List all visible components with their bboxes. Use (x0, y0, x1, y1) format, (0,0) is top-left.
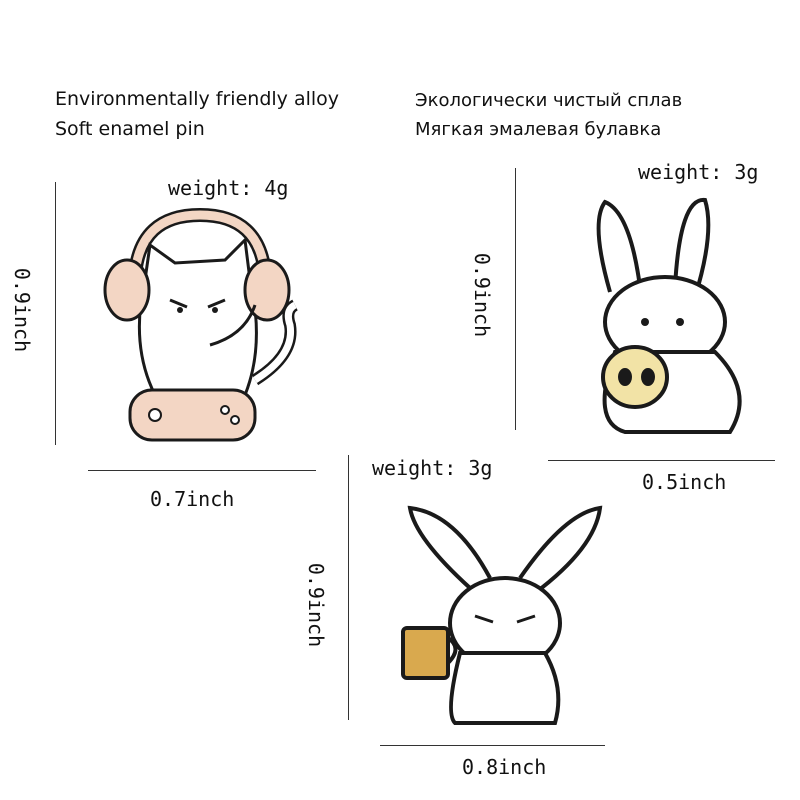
skull-bunny-weight-label: weight: 3g (638, 160, 759, 184)
cat-width-label: 0.7inch (150, 487, 235, 511)
mug-bunny-width-line (380, 745, 605, 746)
material-text-en: Environmentally friendly alloy (55, 88, 340, 110)
cat-height-line (55, 182, 56, 445)
mug-bunny-pin-image (401, 505, 603, 725)
skull-bunny-pin-image (596, 197, 742, 434)
cat-width-line (88, 470, 316, 471)
mug-bunny-weight-label: weight: 3g (372, 456, 493, 480)
skull-bunny-width-label: 0.5inch (642, 470, 727, 494)
type-text-ru: Мягкая эмалевая булавка (415, 119, 662, 140)
type-text-en: Soft enamel pin (55, 118, 205, 140)
material-text-ru: Экологически чистый сплав (415, 90, 683, 111)
skull-bunny-height-line (515, 168, 516, 430)
cat-pin-image (103, 207, 299, 442)
skull-bunny-width-line (548, 460, 775, 461)
mug-bunny-height-line (348, 455, 349, 720)
skull-bunny-height-label: 0.9inch (470, 252, 495, 338)
cat-height-label: 0.9inch (10, 267, 35, 353)
mug-bunny-width-label: 0.8inch (462, 755, 547, 779)
mug-bunny-height-label: 0.9inch (304, 562, 329, 648)
cat-weight-label: weight: 4g (168, 176, 289, 200)
